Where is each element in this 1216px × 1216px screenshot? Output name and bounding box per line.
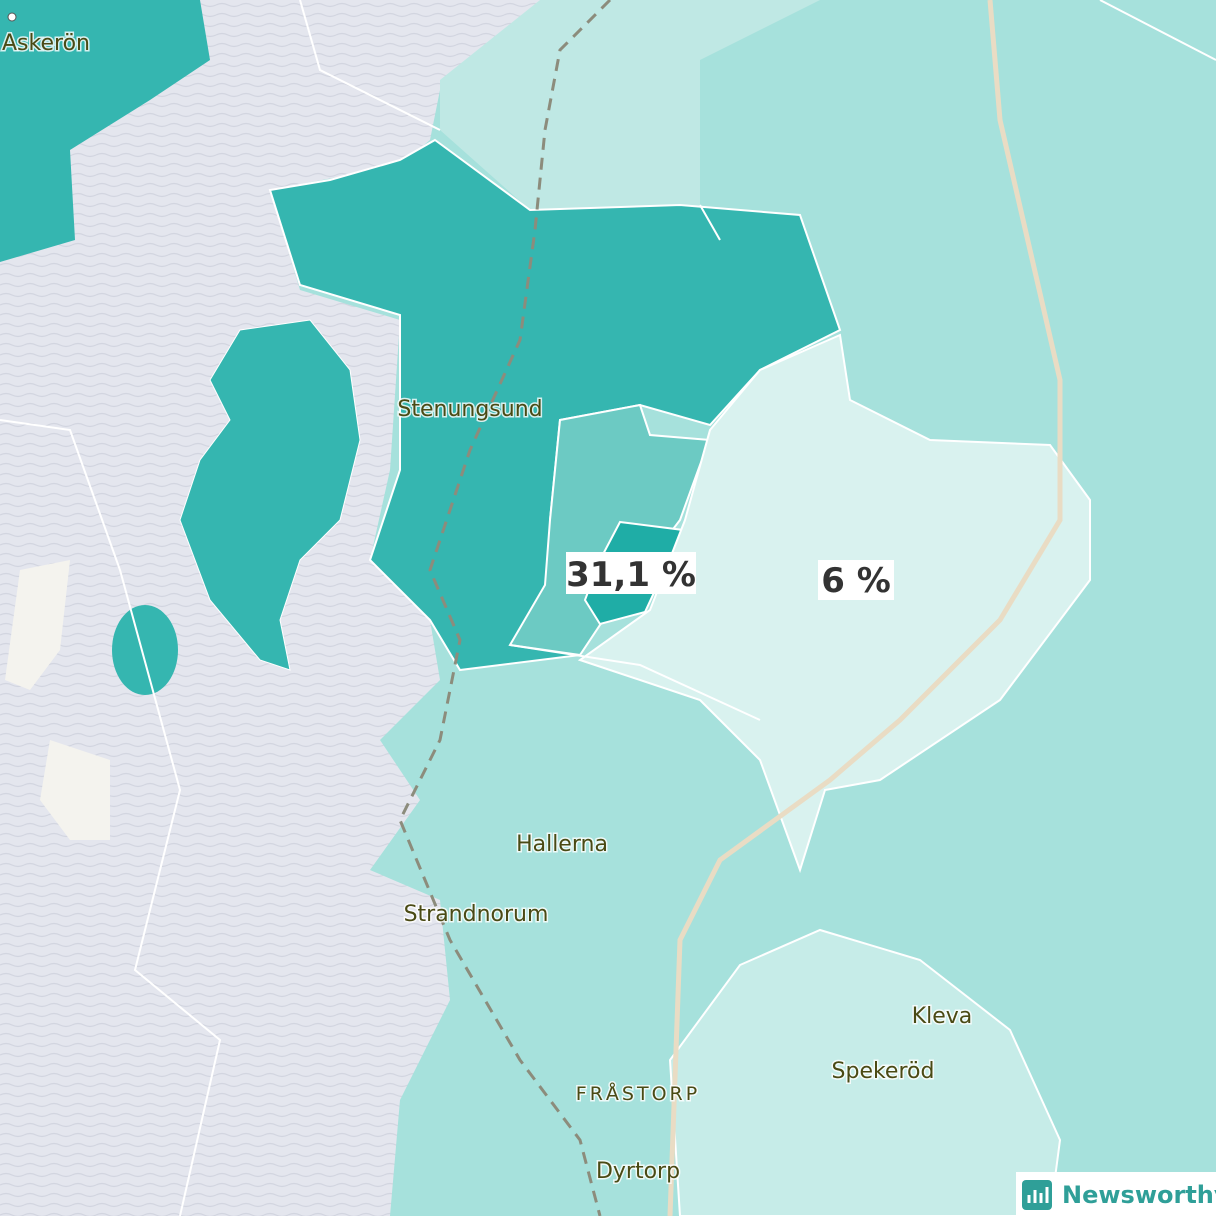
island [5,560,70,690]
road [667,0,1063,1216]
brand: Newsworthy [1062,1181,1216,1209]
island [179,319,361,671]
island [40,740,110,840]
place-label: Dyrtorp [596,1159,680,1184]
place-label: FRÅSTORP [576,1082,700,1105]
region [440,0,820,235]
value-label-bg [818,560,894,600]
place-label: Kleva [912,1004,973,1029]
island [112,605,178,695]
place-label: Hallerna [516,832,608,857]
railway [398,0,612,1216]
place-marker [7,12,17,22]
brand-logo [1027,1187,1049,1203]
value-label-bg [566,552,696,594]
place-label: Spekeröd [832,1059,935,1084]
place-label: Askerön [2,31,90,56]
region [577,333,1091,874]
place-label: Stenungsund [397,397,542,422]
value-label: 31,1 % [566,555,696,595]
value-label: 6 % [821,561,891,601]
island [0,0,210,262]
place-label: Strandnorum [404,902,549,927]
